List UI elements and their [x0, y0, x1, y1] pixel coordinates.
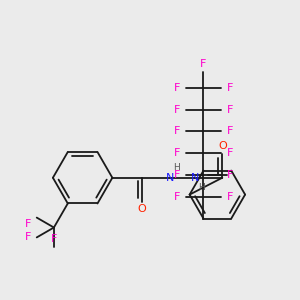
Text: F: F	[200, 59, 207, 69]
Text: N: N	[166, 173, 174, 183]
Text: F: F	[174, 105, 180, 115]
Text: F: F	[227, 170, 233, 180]
Text: F: F	[174, 126, 180, 136]
Text: F: F	[174, 170, 180, 180]
Text: F: F	[227, 83, 233, 93]
Text: F: F	[51, 234, 57, 244]
Text: F: F	[227, 126, 233, 136]
Text: O: O	[218, 141, 227, 151]
Text: F: F	[227, 105, 233, 115]
Text: F: F	[174, 148, 180, 158]
Text: F: F	[174, 192, 180, 202]
Text: F: F	[227, 192, 233, 202]
Text: O: O	[138, 204, 146, 214]
Text: N: N	[190, 173, 199, 183]
Text: H: H	[198, 183, 205, 192]
Text: H: H	[173, 163, 180, 172]
Text: F: F	[25, 218, 31, 229]
Text: F: F	[25, 232, 31, 242]
Text: F: F	[174, 83, 180, 93]
Text: F: F	[227, 148, 233, 158]
